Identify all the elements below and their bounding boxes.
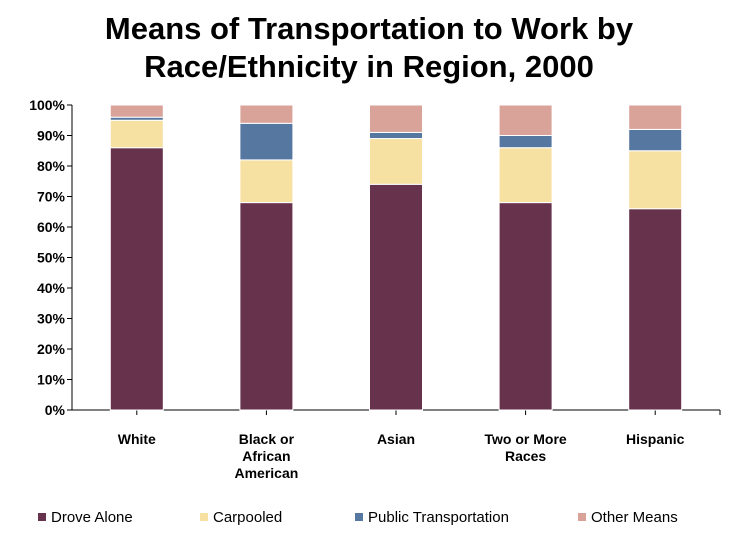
bar-segment	[239, 122, 294, 161]
chart-title: Means of Transportation to Work by Race/…	[0, 10, 738, 86]
bar-segment	[628, 128, 683, 152]
bar-segment	[628, 104, 683, 130]
y-tick-label: 0%	[45, 402, 66, 418]
category-label: Two or More Races	[485, 431, 567, 464]
bar-segment	[628, 150, 683, 210]
bar-segment	[498, 147, 553, 204]
bar-segment	[498, 135, 553, 149]
category-label: Asian	[377, 431, 415, 447]
legend-label: Public Transportation	[368, 509, 509, 526]
bar-segment	[628, 208, 683, 411]
legend-swatch	[578, 513, 586, 521]
bar-segment	[498, 202, 553, 411]
category-labels: White Black or African American Asian Two or …	[118, 431, 685, 481]
chart-bars	[109, 104, 683, 411]
category-label: White	[118, 431, 156, 447]
y-tick-label: 90%	[37, 128, 66, 144]
bar-segment	[369, 183, 423, 411]
legend-swatch	[200, 513, 208, 521]
bar-segment	[498, 104, 553, 136]
legend-item: Drove Alone	[38, 509, 133, 526]
chart-legend: Drove Alone Carpooled Public Transportatio…	[38, 509, 678, 526]
bar-segment	[369, 104, 423, 133]
bar-segment	[109, 104, 164, 118]
legend-item: Carpooled	[200, 509, 282, 526]
y-tick-label: 40%	[37, 280, 66, 296]
y-tick-label: 60%	[37, 219, 66, 235]
legend-label: Carpooled	[213, 509, 282, 526]
y-tick-label: 100%	[29, 97, 65, 113]
legend-label: Other Means	[591, 509, 678, 526]
y-tick-label: 30%	[37, 311, 66, 327]
y-tick-labels: 0% 10% 20% 30% 40% 50% 60% 70% 80% 90% 100%	[29, 97, 65, 418]
y-tick-label: 20%	[37, 341, 66, 357]
y-tick-label: 50%	[37, 250, 66, 266]
bar-segment	[369, 131, 423, 140]
bar-segment	[239, 159, 294, 204]
bar-segment	[369, 138, 423, 185]
legend-swatch	[355, 513, 363, 521]
chart-title-line-2: Race/Ethnicity in Region, 2000	[144, 49, 594, 84]
legend-swatch	[38, 513, 46, 521]
legend-item: Public Transportation	[355, 509, 509, 526]
y-tick-label: 70%	[37, 189, 66, 205]
category-label: Black or African American	[234, 431, 298, 481]
y-tick-label: 80%	[37, 158, 66, 174]
y-tick-label: 10%	[37, 372, 66, 388]
chart-title-line-1: Means of Transportation to Work by	[104, 11, 634, 46]
legend-label: Drove Alone	[51, 509, 133, 526]
bar-segment	[109, 147, 164, 411]
bar-segment	[239, 104, 294, 124]
bar-segment	[109, 119, 164, 149]
bar-segment	[239, 202, 294, 411]
legend-item: Other Means	[578, 509, 678, 526]
category-label: Hispanic	[626, 431, 685, 447]
